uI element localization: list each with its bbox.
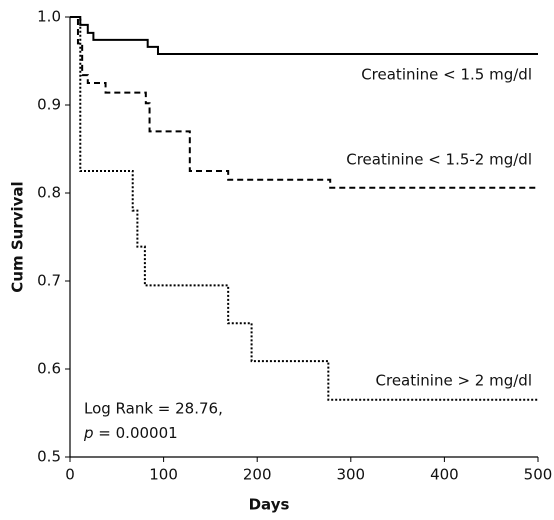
annotation: Log Rank = 28.76, xyxy=(84,400,223,418)
x-tick-label: 200 xyxy=(243,466,272,484)
x-tick-label: 100 xyxy=(149,466,178,484)
x-tick-label: 400 xyxy=(430,466,459,484)
survival-curve xyxy=(70,16,538,55)
series-label: Creatinine < 1.5-2 mg/dl xyxy=(346,151,532,169)
y-tick-label: 0.9 xyxy=(37,96,61,114)
x-tick-label: 300 xyxy=(336,466,365,484)
y-tick-label: 0.7 xyxy=(37,272,61,290)
x-axis-label: Days xyxy=(249,496,290,514)
x-tick-label: 0 xyxy=(65,466,75,484)
y-tick-label: 0.5 xyxy=(37,448,61,466)
annotation: p = 0.00001 xyxy=(83,424,178,442)
series-label: Creatinine < 1.5 mg/dl xyxy=(361,66,532,84)
y-axis-label: Cum Survival xyxy=(9,181,27,292)
annotation-value: = 0.00001 xyxy=(94,424,178,442)
y-tick-label: 0.6 xyxy=(37,360,61,378)
x-tick-label: 500 xyxy=(524,466,553,484)
series-label: Creatinine > 2 mg/dl xyxy=(376,372,532,390)
y-tick-label: 1.0 xyxy=(37,8,61,26)
y-tick-label: 0.8 xyxy=(37,184,61,202)
survival-curve xyxy=(70,16,538,401)
survival-curve xyxy=(70,16,538,189)
annotation-p: p xyxy=(83,424,94,442)
